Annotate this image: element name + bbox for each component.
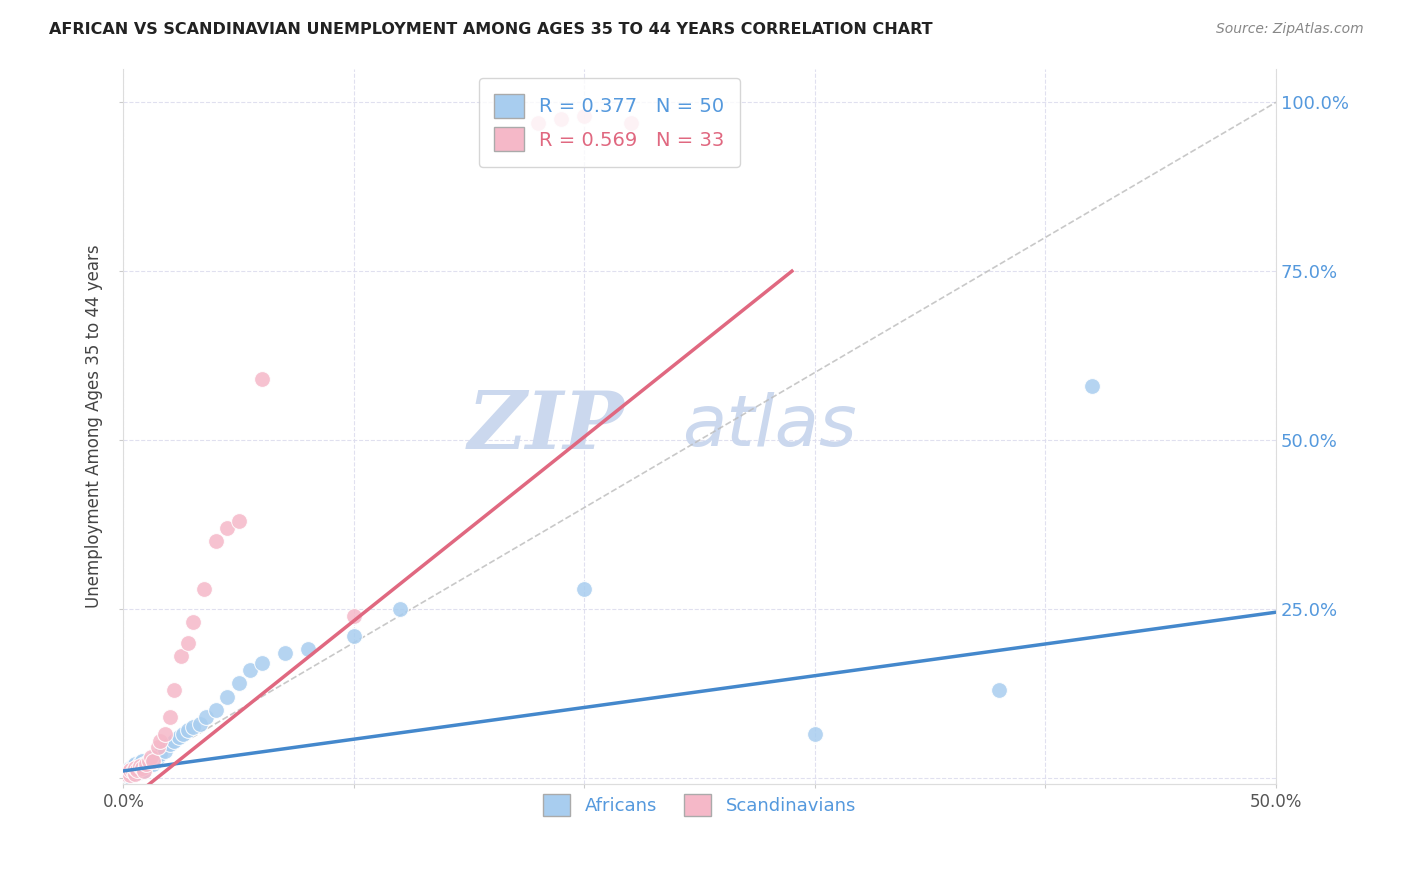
Point — [239, 663, 262, 677]
Text: AFRICAN VS SCANDINAVIAN UNEMPLOYMENT AMONG AGES 35 TO 44 YEARS CORRELATION CHART: AFRICAN VS SCANDINAVIAN UNEMPLOYMENT AMO… — [49, 22, 932, 37]
Point — [204, 534, 226, 549]
Point — [142, 757, 165, 772]
Point — [128, 762, 150, 776]
Y-axis label: Unemployment Among Ages 35 to 44 years: Unemployment Among Ages 35 to 44 years — [86, 244, 103, 608]
Point — [204, 703, 226, 717]
Point — [124, 761, 146, 775]
Point — [117, 765, 139, 780]
Point — [121, 764, 143, 778]
Point — [228, 514, 250, 528]
Point — [163, 682, 186, 697]
Point — [138, 756, 160, 770]
Point — [128, 758, 150, 772]
Point — [389, 602, 412, 616]
Point — [127, 760, 149, 774]
Point — [217, 690, 239, 704]
Point — [127, 763, 149, 777]
Point — [121, 766, 143, 780]
Text: ZIP: ZIP — [468, 388, 624, 466]
Point — [250, 372, 273, 386]
Point — [527, 115, 550, 129]
Point — [181, 615, 204, 630]
Point — [121, 763, 143, 777]
Point — [274, 646, 297, 660]
Text: atlas: atlas — [682, 392, 856, 461]
Point — [139, 750, 162, 764]
Point — [574, 582, 596, 596]
Point — [114, 767, 136, 781]
Point — [128, 756, 150, 770]
Point — [149, 733, 172, 747]
Point — [250, 656, 273, 670]
Point — [120, 768, 142, 782]
Point — [120, 760, 142, 774]
Point — [550, 112, 572, 127]
Point — [619, 115, 641, 129]
Point — [121, 758, 143, 772]
Point — [134, 757, 156, 772]
Point — [135, 758, 157, 772]
Point — [163, 733, 186, 747]
Point — [138, 754, 160, 768]
Point — [124, 766, 146, 780]
Point — [135, 757, 157, 772]
Point — [124, 757, 146, 772]
Point — [124, 766, 146, 780]
Point — [172, 727, 194, 741]
Point — [343, 608, 366, 623]
Point — [134, 764, 156, 778]
Point — [131, 754, 153, 768]
Point — [127, 764, 149, 778]
Point — [159, 737, 181, 751]
Point — [120, 763, 142, 777]
Point — [217, 521, 239, 535]
Point — [159, 710, 181, 724]
Point — [120, 768, 142, 782]
Point — [117, 765, 139, 780]
Point — [153, 744, 176, 758]
Point — [149, 747, 172, 761]
Point — [177, 723, 200, 738]
Point — [1080, 379, 1102, 393]
Point — [128, 765, 150, 780]
Point — [228, 676, 250, 690]
Point — [177, 635, 200, 649]
Point — [193, 582, 215, 596]
Point — [139, 752, 162, 766]
Point — [804, 727, 827, 741]
Point — [114, 767, 136, 781]
Point — [134, 764, 156, 778]
Point — [195, 710, 218, 724]
Point — [988, 682, 1011, 697]
Point — [297, 642, 319, 657]
Point — [131, 760, 153, 774]
Point — [153, 727, 176, 741]
Point — [146, 740, 169, 755]
Point — [142, 754, 165, 768]
Legend: Africans, Scandinavians: Africans, Scandinavians — [534, 786, 865, 825]
Point — [131, 763, 153, 777]
Point — [117, 769, 139, 783]
Point — [145, 754, 167, 768]
Point — [124, 760, 146, 774]
Point — [574, 109, 596, 123]
Point — [343, 629, 366, 643]
Text: Source: ZipAtlas.com: Source: ZipAtlas.com — [1216, 22, 1364, 37]
Point — [188, 716, 211, 731]
Point — [120, 764, 142, 778]
Point — [170, 649, 193, 664]
Point — [146, 750, 169, 764]
Point — [181, 720, 204, 734]
Point — [167, 730, 190, 744]
